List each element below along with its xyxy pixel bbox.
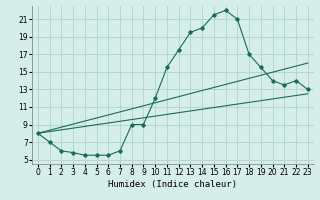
X-axis label: Humidex (Indice chaleur): Humidex (Indice chaleur) [108,180,237,189]
